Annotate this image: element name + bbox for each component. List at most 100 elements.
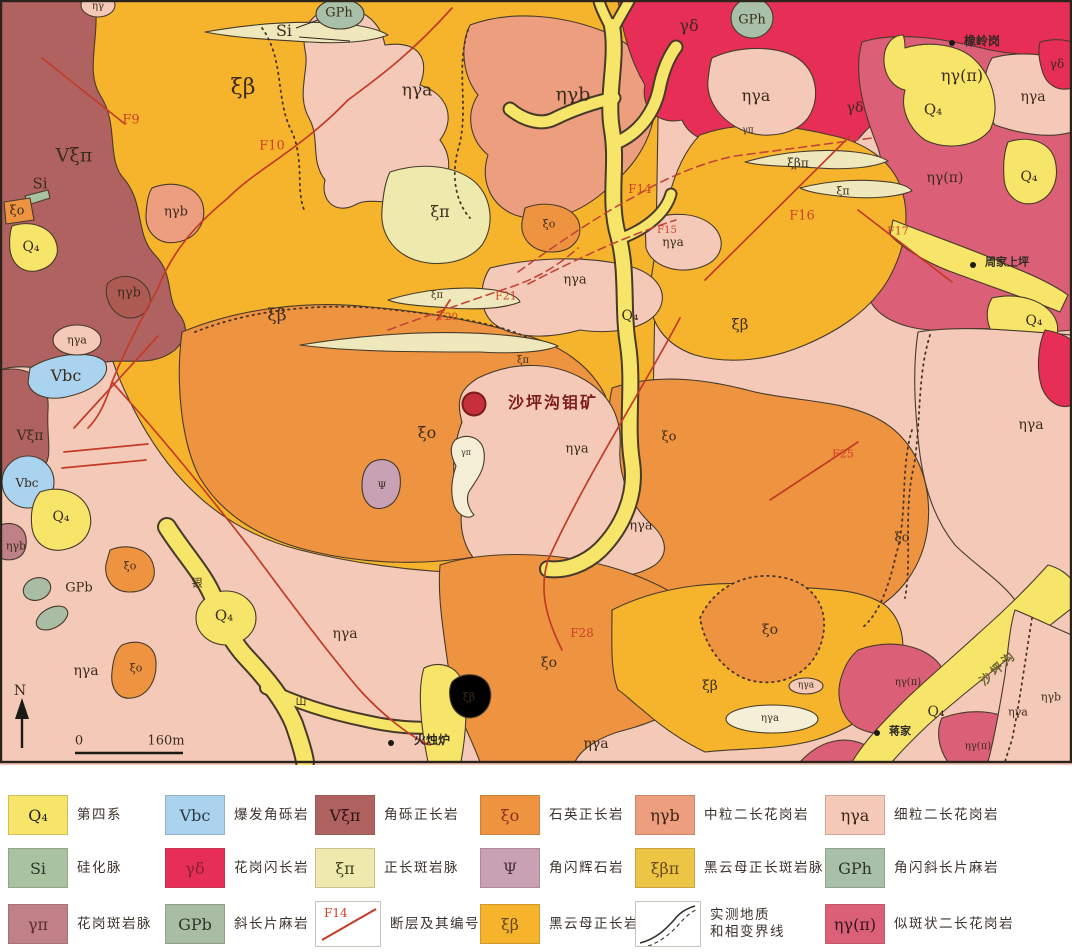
region-gpb-2 bbox=[35, 605, 69, 631]
map-label-sym-7: GPh bbox=[738, 12, 766, 28]
region-xio-bl2 bbox=[111, 641, 157, 699]
phase-boundary-2 bbox=[261, 27, 306, 213]
dike-sliver-b bbox=[387, 287, 521, 310]
legend-label-γδ: 花岗闪长岩 bbox=[234, 859, 309, 875]
legend-label-Ψ: 角闪辉石岩 bbox=[549, 859, 624, 875]
map-label-sym-16: Si bbox=[32, 174, 48, 193]
river-bottomleft bbox=[157, 517, 467, 765]
map-label-sym-24: ξπ bbox=[836, 184, 850, 198]
region-q4-tr-2 bbox=[1003, 138, 1057, 205]
map-label-place-80: 周家上坪 bbox=[985, 255, 1029, 269]
region-vbc-1 bbox=[27, 353, 108, 399]
region-hga-wedge bbox=[788, 677, 824, 695]
legend-label-ηγb: 中粒二长花岗岩 bbox=[704, 806, 809, 822]
map-label-sym-67: ηγ(π) bbox=[964, 741, 992, 752]
map-label-sym-58: ξβ bbox=[462, 690, 476, 704]
si-arrow-lines bbox=[295, 19, 351, 42]
map-label-place-82: 火烛炉 bbox=[413, 733, 451, 747]
map-canvas bbox=[0, 0, 1072, 765]
legend-label-ηγ(π): 似斑状二长花岗岩 bbox=[894, 915, 1014, 931]
map-label-sym-34: ξβ bbox=[731, 315, 749, 334]
legend-swatch-γπ: γπ bbox=[8, 904, 68, 944]
legend-swatch-ξβπ: ξβπ bbox=[635, 848, 695, 888]
legend-label-ξπ: 正长斑岩脉 bbox=[384, 859, 459, 875]
river-center bbox=[502, 0, 684, 579]
map-label-sym-4: ηγa bbox=[401, 80, 433, 101]
map-label-sym-54: ηγa bbox=[73, 663, 99, 679]
phase-boundary-3 bbox=[861, 429, 913, 629]
phase-boundary-4 bbox=[904, 334, 931, 599]
map-label-place-79: 橡岭岗 bbox=[963, 34, 1001, 48]
map-label-sym-28: ηγa bbox=[67, 333, 87, 347]
map-label-sym-45: ξo bbox=[661, 429, 677, 445]
phase-boundary-1 bbox=[194, 305, 529, 339]
map-label-sym-61: ξβ bbox=[702, 678, 718, 694]
legend-label-Si: 硅化脉 bbox=[77, 859, 122, 875]
legend-item-GPb: GPb 斜长片麻岩 bbox=[165, 904, 315, 944]
legend-label-Vbc: 爆发角砾岩 bbox=[234, 806, 309, 822]
map-label-red-71: F14 bbox=[628, 182, 652, 196]
map-legend: Q₄ 第四系 Vbc 爆发角砾岩 Vξπ 角砾正长岩 ξo 石英正长岩 ηγb 中粒二长花岗岩 ηγ… bbox=[0, 765, 1072, 952]
map-label-sym-56: 山 bbox=[295, 694, 307, 708]
map-label-sym-49: GPb bbox=[65, 580, 93, 596]
map-label-sym-39: Q₄ bbox=[52, 509, 70, 525]
map-label-sym-66: ηγa bbox=[1008, 705, 1028, 719]
region-xio-lobe bbox=[699, 574, 826, 684]
legend-swatch-ξo: ξo bbox=[480, 795, 540, 835]
map-label-sym-11: ηγa bbox=[1020, 89, 1046, 105]
legend-label-ηγa: 细粒二长花岗岩 bbox=[894, 806, 999, 822]
map-label-sym-35: Q₄ bbox=[1025, 313, 1043, 329]
map-label-sym-47: ηγa bbox=[629, 518, 653, 534]
legend-swatch-γδ: γδ bbox=[165, 848, 225, 888]
map-label-sym-41: ξo bbox=[417, 423, 437, 442]
map-label-sym-21: ξo bbox=[542, 217, 556, 231]
map-label-sym-85: N bbox=[13, 683, 27, 699]
legend-swatch-Si: Si bbox=[8, 848, 68, 888]
legend-item-γπ: γπ 花岗斑岩脉 bbox=[8, 904, 165, 944]
map-label-sym-3: ξβ bbox=[230, 75, 256, 100]
legend-row-0: Q₄ 第四系 Vbc 爆发角砾岩 Vξπ 角砾正长岩 ξo 石英正长岩 ηγb 中粒二长花岗岩 ηγ… bbox=[8, 795, 1072, 835]
legend-swatch-Ψ: Ψ bbox=[480, 848, 540, 888]
map-label-sym-53: ξo bbox=[129, 661, 143, 675]
legend-swatch-Vξπ: Vξπ bbox=[315, 795, 375, 835]
legend-item-ηγa: ηγa 细粒二长花岗岩 bbox=[825, 795, 1072, 835]
region-hgb-left bbox=[145, 183, 205, 244]
map-label-red-70: F10 bbox=[259, 138, 285, 154]
dike-sliver-a bbox=[299, 332, 559, 354]
map-label-sym-22: ηγa bbox=[662, 235, 684, 249]
map-label-sym-46: ηγa bbox=[1018, 417, 1044, 433]
legend-fault-symbol: F14 bbox=[315, 901, 381, 947]
map-label-red-75: F20 bbox=[438, 312, 458, 323]
map-label-sym-6: γδ bbox=[679, 16, 699, 35]
legend-item-ξo: ξo 石英正长岩 bbox=[480, 795, 635, 835]
legend-label-GPh: 角闪斜长片麻岩 bbox=[894, 859, 999, 875]
region-gd-tr-corner bbox=[1038, 39, 1072, 90]
mine-marker bbox=[461, 391, 487, 417]
region-xio-small-top bbox=[521, 203, 581, 253]
map-label-sym-37: Vξπ bbox=[16, 428, 44, 444]
legend-label-ξo: 石英正长岩 bbox=[549, 806, 624, 822]
region-psi-blob bbox=[361, 459, 401, 510]
geologic-map: ηγ GPh Si ξβ ηγa ηγb γδ GPh ηγa γπ ηγ(π) ηγa γδ Q₄ γδ V… bbox=[0, 0, 1072, 765]
map-label-sym-62: ηγa bbox=[797, 680, 815, 691]
map-label-sym-2: Si bbox=[275, 21, 293, 40]
map-label-red-74: F17 bbox=[887, 224, 909, 238]
region-hga-oval bbox=[725, 704, 819, 734]
map-label-sym-32: ηγa bbox=[563, 272, 587, 288]
map-label-sym-51: 银 bbox=[191, 576, 203, 590]
map-label-sym-15: Vξπ bbox=[55, 144, 93, 167]
region-xib-small-bottom bbox=[449, 674, 492, 719]
map-label-sym-86: 0 bbox=[74, 733, 84, 749]
map-label-sym-64: ηγ(π) bbox=[894, 677, 922, 688]
phase-boundary-6 bbox=[1004, 617, 1033, 763]
legend-swatch-GPh: GPh bbox=[825, 848, 885, 888]
map-label-sym-65: Q₄ bbox=[927, 704, 945, 720]
legend-item-boundary: 实测地质 和相变界线 bbox=[635, 901, 825, 947]
place-dot-1 bbox=[970, 262, 976, 268]
region-q4-leftedge bbox=[9, 223, 58, 272]
legend-item-Q₄: Q₄ 第四系 bbox=[8, 795, 165, 835]
map-label-place-81: 蒋家 bbox=[889, 724, 911, 738]
map-label-sym-14: γδ bbox=[846, 100, 864, 116]
legend-swatch-Q₄: Q₄ bbox=[8, 795, 68, 835]
map-label-sym-60: ξo bbox=[761, 622, 779, 638]
